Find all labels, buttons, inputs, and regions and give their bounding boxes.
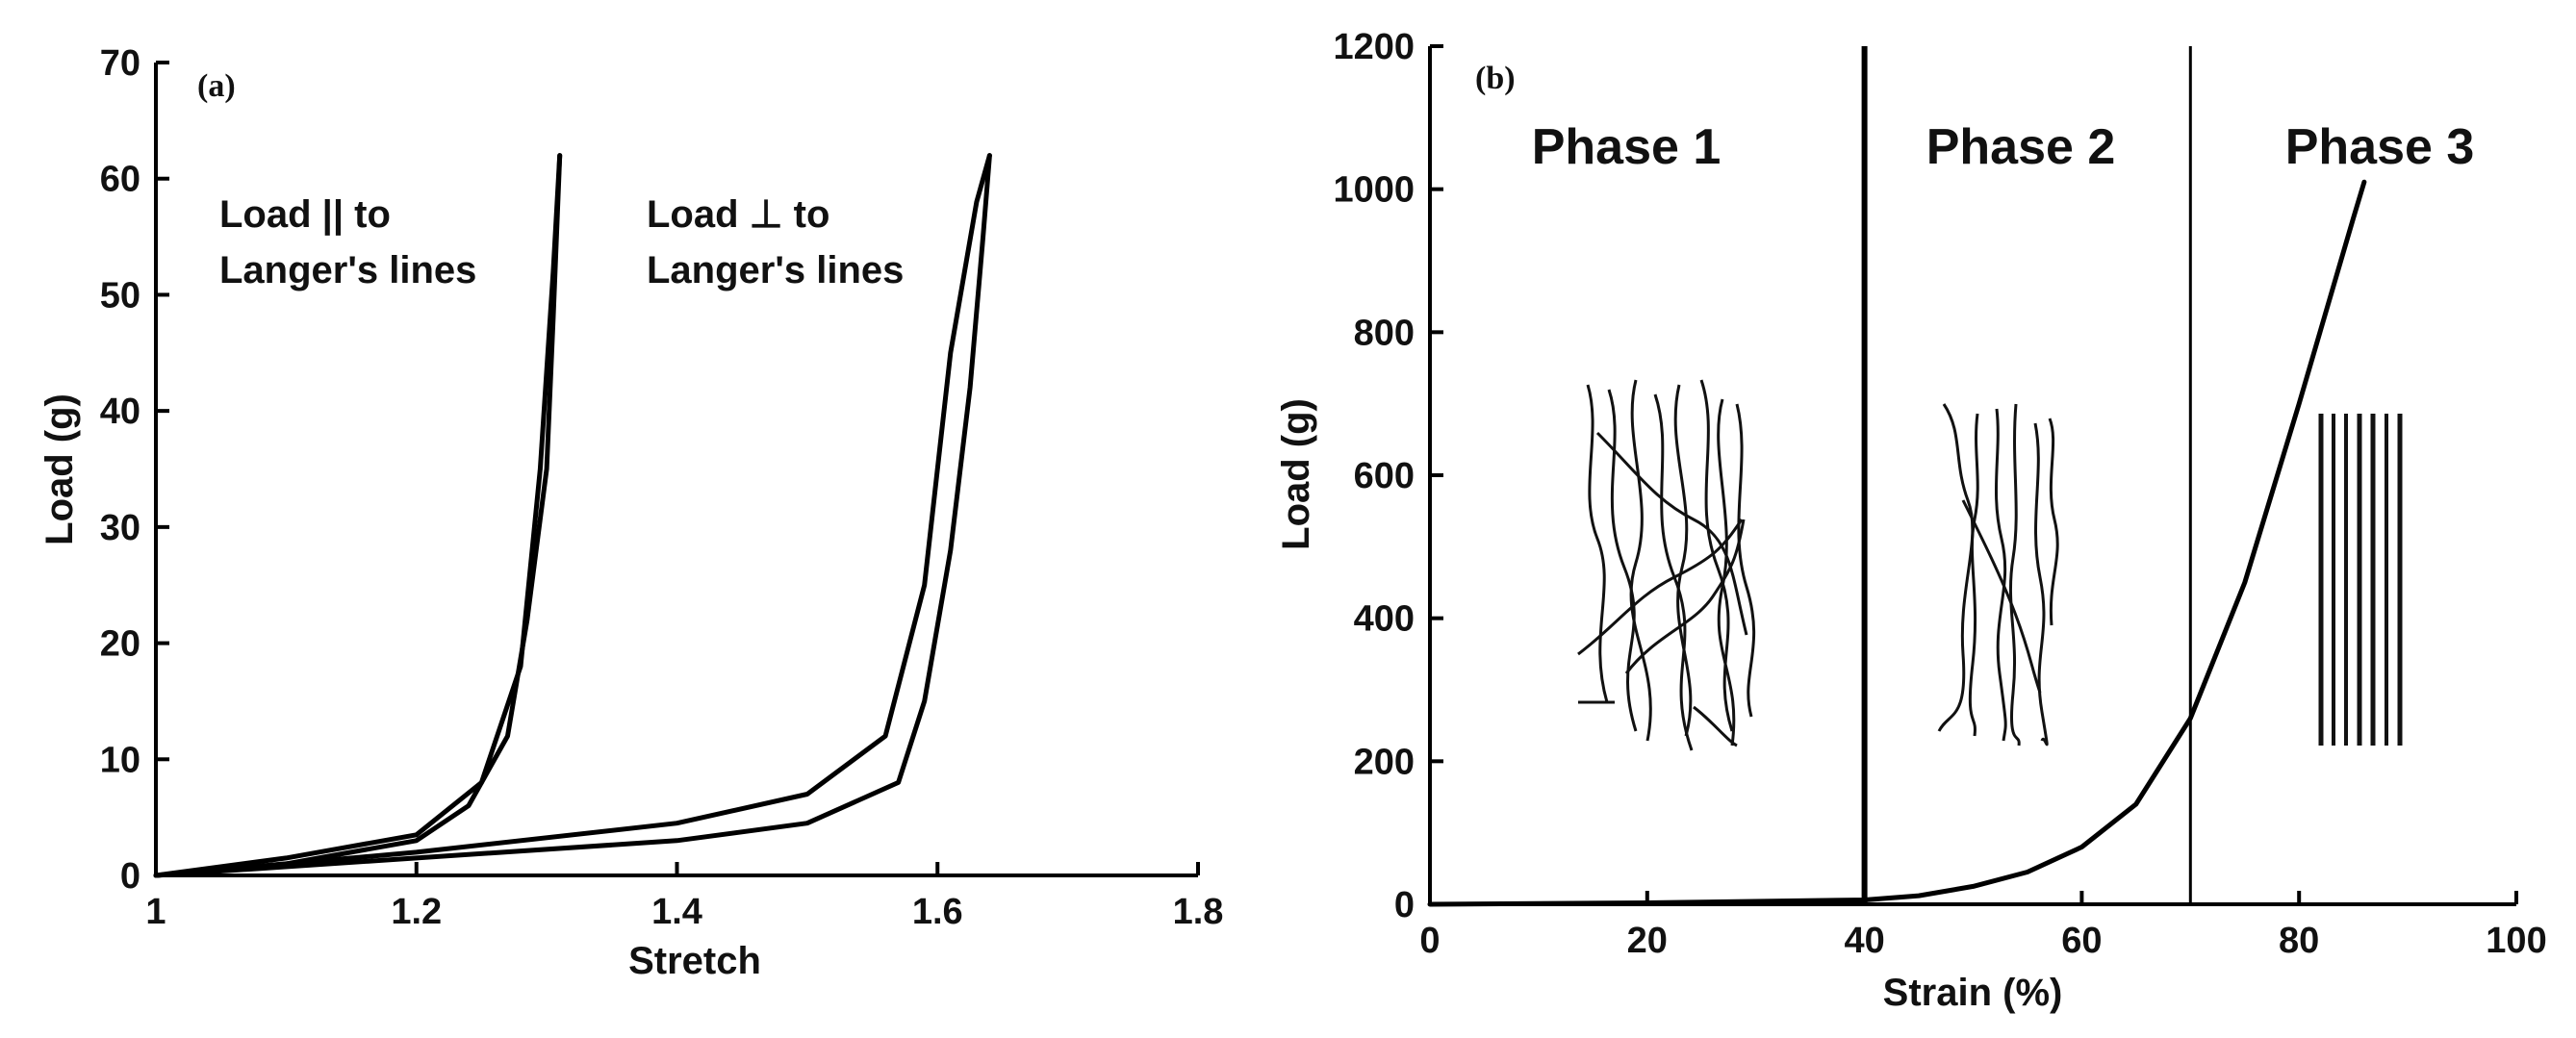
- panel-a-x-tick-label: 1.8: [1173, 892, 1224, 932]
- panel-a-label: (a): [197, 68, 236, 104]
- panel-b-x-tick-label: 60: [2061, 921, 2102, 961]
- panel-b-y-label: Load (g): [1275, 398, 1317, 550]
- panel-b-y-tick-label: 1200: [1333, 27, 1415, 67]
- panel-a-y-tick-label: 60: [100, 160, 140, 200]
- panel-b: (b) 0 20 40 60 80 100 0 200 400 600 800 1000 1200 S…: [1275, 27, 2547, 1014]
- panel-a-x-tick-label: 1.4: [651, 892, 702, 932]
- panel-a-series-line: [153, 153, 992, 878]
- panel-a-y-tick-label: 20: [100, 624, 140, 665]
- annotation-perpendicular-line1: Load ⊥ to: [647, 193, 829, 236]
- phase-2-label: Phase 2: [1926, 119, 2116, 175]
- annotation-perpendicular-line2: Langer's lines: [647, 249, 904, 291]
- panel-a-y-ticks: 0 10 20 30 40 50 60 70: [100, 43, 169, 897]
- panel-a-y-tick-label: 30: [100, 508, 140, 548]
- panel-a: (a) 1 1.2 1.4 1.6 1.8 0 10 20 30 40 50 60 70 Stretc…: [38, 43, 1223, 982]
- phase-1-label: Phase 1: [1532, 119, 1722, 175]
- panel-a-series-line: [153, 153, 563, 878]
- phase-3-label: Phase 3: [2285, 119, 2475, 175]
- panel-a-x-ticks: 1 1.2 1.4 1.6 1.8: [145, 862, 1223, 932]
- panel-b-x-tick-label: 40: [1844, 921, 1884, 961]
- panel-b-x-tick-label: 80: [2279, 921, 2319, 961]
- panel-b-x-tick-label: 0: [1419, 921, 1440, 961]
- panel-b-y-tick-label: 1000: [1333, 170, 1415, 211]
- panel-b-curves: [1427, 179, 2367, 907]
- panel-a-x-tick-label: 1: [145, 892, 166, 932]
- panel-a-series-line: [153, 153, 992, 878]
- panel-a-curves: [153, 153, 992, 878]
- panel-a-y-tick-label: 40: [100, 392, 140, 432]
- panel-a-y-tick-label: 70: [100, 43, 140, 84]
- panel-a-x-tick-label: 1.6: [912, 892, 963, 932]
- panel-b-series-line: [1427, 179, 2367, 907]
- panel-b-x-tick-label: 100: [2486, 921, 2546, 961]
- panel-b-x-label: Strain (%): [1883, 972, 2063, 1014]
- panel-a-x-tick-label: 1.2: [391, 892, 442, 932]
- annotation-parallel-line2: Langer's lines: [219, 249, 476, 291]
- annotation-parallel-line1: Load || to: [219, 193, 391, 236]
- panel-a-y-tick-label: 50: [100, 275, 140, 316]
- panel-b-x-ticks: 0 20 40 60 80 100: [1419, 891, 2547, 961]
- panel-a-series-line: [153, 153, 563, 878]
- panel-a-y-label: Load (g): [38, 393, 81, 545]
- panel-a-y-tick-label: 10: [100, 740, 140, 780]
- panel-b-y-tick-label: 800: [1354, 313, 1415, 353]
- phase-2-fiber-illustration: [1937, 403, 2059, 747]
- panel-b-y-tick-label: 400: [1354, 599, 1415, 640]
- panel-b-label: (b): [1475, 61, 1516, 96]
- panel-b-x-tick-label: 20: [1627, 921, 1668, 961]
- panel-b-phase-boundaries: [1861, 46, 2192, 904]
- phase-3-fiber-illustration: [2318, 414, 2403, 746]
- panel-a-y-tick-label: 0: [120, 856, 140, 897]
- panel-b-y-tick-label: 600: [1354, 456, 1415, 496]
- panel-b-y-tick-label: 200: [1354, 742, 1415, 782]
- panel-b-y-ticks: 0 200 400 600 800 1000 1200: [1333, 27, 1443, 925]
- panel-b-y-tick-label: 0: [1394, 885, 1415, 925]
- phase-1-fiber-illustration: [1577, 379, 1756, 751]
- panel-a-x-label: Stretch: [628, 940, 761, 982]
